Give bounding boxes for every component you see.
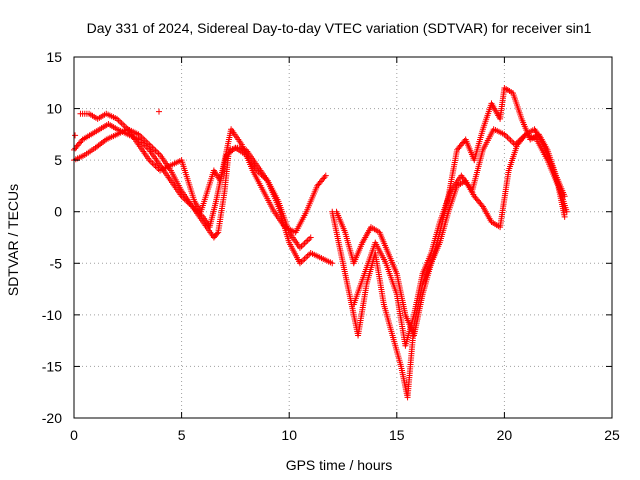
data-point bbox=[507, 137, 514, 144]
x-axis-label: GPS time / hours bbox=[286, 457, 393, 473]
axis-ticks: 0 5 10 15 20 25 -20 -15 -10 -5 0 5 10 15 bbox=[42, 49, 620, 443]
y-axis-label: SDTVAR / TECUs bbox=[5, 184, 21, 296]
plot-frame bbox=[73, 56, 613, 419]
data-point bbox=[478, 202, 485, 209]
data-point bbox=[301, 255, 308, 262]
x-tick-label: 15 bbox=[389, 427, 405, 443]
grid bbox=[74, 57, 612, 418]
data-point bbox=[563, 208, 570, 215]
data-point bbox=[306, 251, 313, 258]
x-tick-label: 5 bbox=[178, 427, 186, 443]
outlier-point bbox=[72, 132, 79, 139]
x-tick-label: 0 bbox=[70, 427, 78, 443]
data-point bbox=[154, 149, 161, 156]
outlier-point bbox=[156, 108, 163, 115]
x-tick-label: 10 bbox=[281, 427, 297, 443]
data-point bbox=[121, 123, 128, 130]
y-tick-label: -10 bbox=[42, 307, 62, 323]
data-point bbox=[304, 237, 311, 244]
data-point bbox=[506, 135, 513, 142]
y-tick-label: -5 bbox=[50, 255, 63, 271]
data-point bbox=[329, 260, 336, 267]
data-point bbox=[300, 257, 307, 264]
y-tick-label: 15 bbox=[46, 49, 62, 65]
data-point bbox=[214, 230, 221, 237]
data-point bbox=[301, 240, 308, 247]
data-point bbox=[303, 238, 310, 245]
data-point bbox=[300, 241, 307, 248]
data-point bbox=[322, 172, 329, 179]
chart-title: Day 331 of 2024, Sidereal Day-to-day VTE… bbox=[87, 20, 592, 36]
data-point bbox=[306, 235, 313, 242]
data-point bbox=[307, 234, 314, 241]
x-tick-label: 25 bbox=[604, 427, 620, 443]
data-point bbox=[509, 138, 516, 145]
data-point bbox=[504, 134, 511, 141]
y-tick-label: 0 bbox=[54, 204, 62, 220]
data-point bbox=[118, 120, 125, 127]
data-point bbox=[117, 118, 124, 125]
data-point bbox=[515, 138, 522, 145]
data-point bbox=[561, 213, 568, 220]
y-tick-label: -20 bbox=[42, 410, 62, 426]
data-point bbox=[303, 254, 310, 261]
data-point bbox=[78, 137, 85, 144]
y-tick-label: 5 bbox=[54, 152, 62, 168]
x-tick-label: 20 bbox=[497, 427, 513, 443]
data-point bbox=[321, 174, 328, 181]
data-marks bbox=[71, 84, 570, 401]
y-tick-label: -15 bbox=[42, 358, 62, 374]
data-point bbox=[147, 158, 154, 165]
data-point bbox=[120, 121, 127, 128]
y-tick-label: 10 bbox=[46, 101, 62, 117]
data-point bbox=[149, 160, 156, 167]
data-point bbox=[155, 150, 162, 157]
